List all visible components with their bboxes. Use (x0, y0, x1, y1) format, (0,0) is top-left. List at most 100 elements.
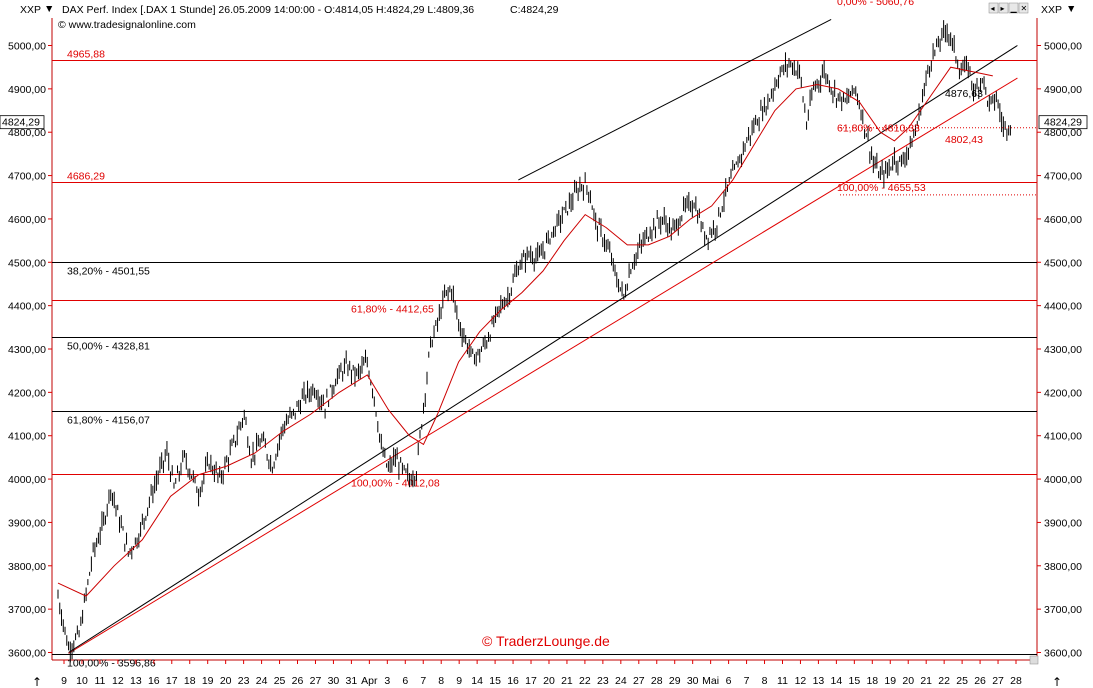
level-label: 61,80% - 4412,65 (351, 304, 434, 316)
x-axis: 9 10 11 12 13 16 17 18 19 20 23 24 25 26 27 30 31 Apr 3 6 7 8… (61, 660, 1022, 687)
y-axis: 3600,00 3600,00 3700,00 3700,00 3800,00 3800,… (0, 41, 1088, 660)
scroll-up-arrow-left-icon[interactable]: ↑ (32, 675, 42, 688)
resize-grip-icon[interactable] (1029, 655, 1039, 665)
prev-arrow-icon[interactable]: ◂ (988, 2, 999, 14)
dropdown-right-icon[interactable]: ▼ (1066, 3, 1076, 15)
current-price-label-right: 4824,29 (1044, 117, 1082, 129)
trend-line (68, 77, 1018, 654)
y-tick-label-right: 3600,00 (1044, 648, 1082, 660)
x-tick-label: 6 (726, 675, 732, 687)
x-tick-label: 15 (848, 675, 860, 687)
y-tick-label-right: 4100,00 (1044, 431, 1082, 443)
window-buttons: ◂ ▸ ▁ ✕ (988, 2, 1029, 14)
x-tick-label: 22 (579, 675, 591, 687)
x-tick-label: 23 (238, 675, 250, 687)
y-tick-label-right: 5000,00 (1044, 41, 1082, 53)
x-tick-label: 25 (274, 675, 286, 687)
trend-line (518, 19, 832, 181)
current-price-box-right (1038, 115, 1088, 130)
y-tick-label-left: 4000,00 (8, 474, 46, 486)
y-tick-label-left: 4800,00 (8, 127, 46, 139)
y-tick-label-left: 4100,00 (8, 431, 46, 443)
x-tick-label: 6 (402, 675, 408, 687)
y-tick-label-left: 3600,00 (8, 648, 46, 660)
x-tick-label: 20 (543, 675, 555, 687)
x-tick-label: 25 (956, 675, 968, 687)
y-tick-label-left: 4900,00 (8, 84, 46, 96)
x-tick-label: 10 (76, 675, 88, 687)
x-tick-label: 9 (456, 675, 462, 687)
symbol-right[interactable]: XXP (1041, 4, 1062, 16)
watermark: © TraderzLounge.de (482, 633, 610, 649)
x-tick-label: 31 (346, 675, 358, 687)
level-label: 4965,88 (67, 49, 105, 61)
x-tick-label: 12 (795, 675, 807, 687)
close-icon[interactable]: ✕ (1018, 2, 1029, 14)
x-tick-label: 28 (651, 675, 663, 687)
x-tick-label: 27 (992, 675, 1004, 687)
x-tick-label: 17 (525, 675, 537, 687)
x-tick-label: Apr (361, 675, 378, 687)
next-arrow-icon[interactable]: ▸ (998, 2, 1009, 14)
fib-annotation: 0,00% - 5060,76 (837, 0, 914, 8)
dropdown-left-icon[interactable]: ▼ (44, 3, 54, 15)
x-tick-label: 14 (471, 675, 483, 687)
y-tick-label-left: 5000,00 (8, 41, 46, 53)
header-bar (0, 0, 1093, 18)
x-tick-label: 30 (328, 675, 340, 687)
x-tick-label: 16 (148, 675, 160, 687)
x-tick-label: 21 (561, 675, 573, 687)
symbol-left[interactable]: XXP (20, 4, 41, 16)
x-tick-label: 13 (130, 675, 142, 687)
current-price-box-left (0, 115, 45, 130)
y-tick-label-left: 3700,00 (8, 604, 46, 616)
chart-title: DAX Perf. Index [.DAX 1 Stunde] 26.05.20… (62, 4, 474, 16)
y-tick-label-right: 4400,00 (1044, 301, 1082, 313)
y-tick-label-right: 4300,00 (1044, 344, 1082, 356)
x-tick-label: 18 (866, 675, 878, 687)
next-arrow-icon-bg (998, 2, 1009, 14)
y-tick-label-right: 4900,00 (1044, 84, 1082, 96)
x-tick-label: 26 (974, 675, 986, 687)
y-tick-label-right: 4800,00 (1044, 127, 1082, 139)
x-tick-label: 3 (384, 675, 390, 687)
trend-lines (68, 19, 1018, 654)
minimize-icon-glyph: ▁ (1010, 4, 1018, 13)
x-tick-label: 11 (94, 675, 105, 687)
y-tick-label-left: 4200,00 (8, 387, 46, 399)
y-tick-label-left: 4300,00 (8, 344, 46, 356)
y-tick-label-left: 4600,00 (8, 214, 46, 226)
fibonacci-levels: 4965,88 4686,29 38,20% - 4501,55 61,80% - 4… (52, 49, 1037, 670)
price-annotation: 4802,43 (945, 134, 983, 146)
price-annotation: 4876,63 (945, 88, 983, 100)
y-tick-label-right: 4200,00 (1044, 387, 1082, 399)
fib-annotation: 100,00% - 4655,53 (837, 182, 926, 194)
close-icon-glyph: ✕ (1021, 4, 1028, 13)
y-tick-label-right: 4600,00 (1044, 214, 1082, 226)
x-tick-label: 27 (310, 675, 322, 687)
x-tick-label: 7 (744, 675, 750, 687)
x-tick-label: 8 (438, 675, 444, 687)
level-label: 50,00% - 4328,81 (67, 341, 150, 353)
x-tick-label: 21 (920, 675, 932, 687)
x-tick-label: 29 (669, 675, 681, 687)
minimize-icon-bg (1008, 2, 1019, 14)
x-tick-label: 27 (633, 675, 645, 687)
price-series (57, 20, 1011, 663)
x-tick-label: 9 (61, 675, 67, 687)
copyright-top: © www.tradesignalonline.com (58, 19, 196, 31)
x-tick-label: 17 (166, 675, 178, 687)
scroll-up-arrow-right-icon[interactable]: ↑ (1052, 675, 1062, 688)
prev-arrow-icon-glyph: ◂ (991, 4, 995, 13)
x-tick-label: 13 (813, 675, 825, 687)
level-label: 4686,29 (67, 171, 105, 183)
x-tick-label: 24 (256, 675, 268, 687)
level-label: 38,20% - 4501,55 (67, 266, 150, 278)
x-tick-label: 11 (777, 675, 788, 687)
level-label: 100,00% - 4012,08 (351, 478, 440, 490)
x-tick-label: 19 (884, 675, 896, 687)
moving-average (57, 66, 993, 597)
x-tick-label: 19 (202, 675, 214, 687)
minimize-icon[interactable]: ▁ (1008, 2, 1019, 14)
